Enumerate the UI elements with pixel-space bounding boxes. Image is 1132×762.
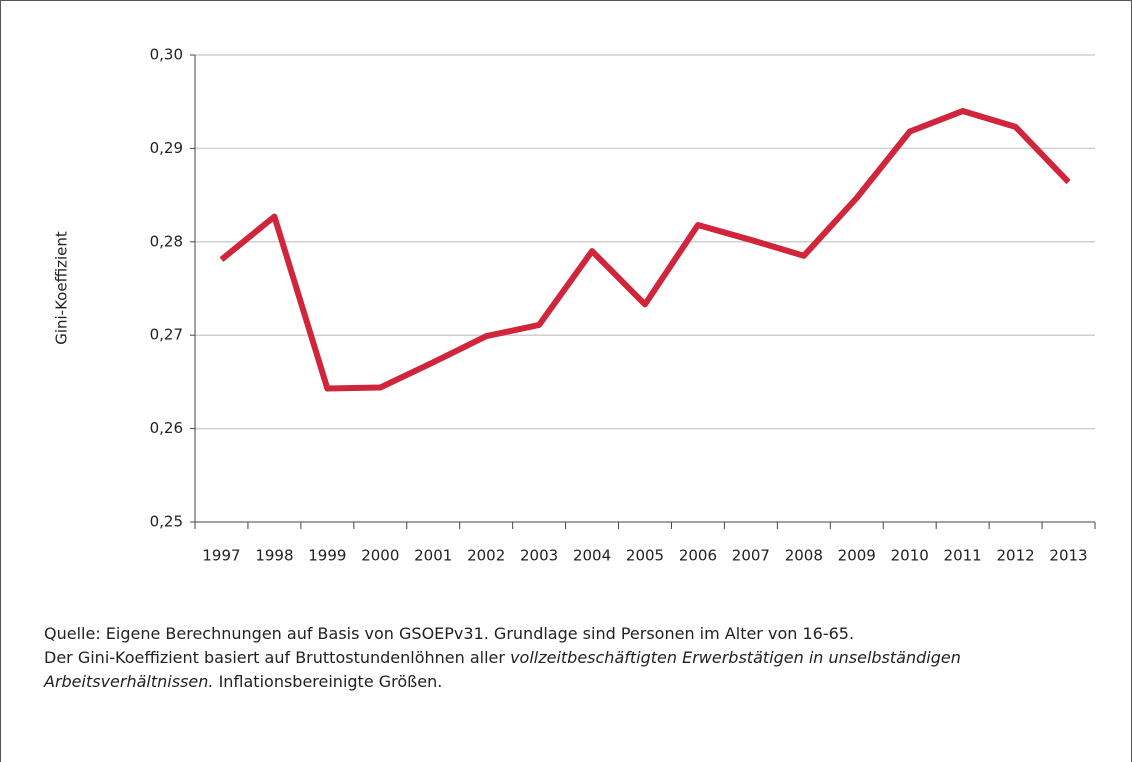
x-tick-label: 1997 bbox=[202, 547, 240, 565]
y-tick-label: 0,30 bbox=[150, 46, 183, 64]
x-tick-label: 2009 bbox=[838, 547, 876, 565]
x-tick-label: 2002 bbox=[467, 547, 505, 565]
x-tick-label: 2001 bbox=[414, 547, 452, 565]
x-tick-label: 2000 bbox=[361, 547, 399, 565]
x-tick-label: 2013 bbox=[1049, 547, 1087, 565]
footnote-line: Der Gini-Koeffizient basiert auf Bruttos… bbox=[44, 646, 1104, 694]
footnote: Quelle: Eigene Berechnungen auf Basis vo… bbox=[44, 622, 1104, 694]
footnote-line: Quelle: Eigene Berechnungen auf Basis vo… bbox=[44, 624, 855, 643]
y-tick-label: 0,29 bbox=[150, 139, 183, 157]
footnote-text: Der Gini-Koeffizient basiert auf Bruttos… bbox=[44, 648, 505, 667]
x-tick-label: 2005 bbox=[626, 547, 664, 565]
x-tick-label: 1999 bbox=[308, 547, 346, 565]
x-tick-label: 2011 bbox=[944, 547, 982, 565]
y-tick-label: 0,25 bbox=[150, 513, 183, 531]
footnote-text: Inflationsbereinigte Größen. bbox=[218, 672, 443, 691]
y-tick-label: 0,27 bbox=[150, 326, 183, 344]
footnote-italic: vollzeitbeschäftigten Erwerbstätigen in … bbox=[44, 648, 961, 691]
x-tick-label: 2006 bbox=[679, 547, 717, 565]
x-tick-label: 2012 bbox=[996, 547, 1034, 565]
x-tick-label: 2007 bbox=[732, 547, 770, 565]
y-tick-label: 0,26 bbox=[150, 419, 183, 437]
data-line bbox=[219, 108, 1071, 392]
x-tick-label: 2003 bbox=[520, 547, 558, 565]
x-tick-label: 2010 bbox=[891, 547, 929, 565]
x-tick-label: 2004 bbox=[573, 547, 611, 565]
y-tick-label: 0,28 bbox=[150, 232, 183, 250]
x-tick-label: 1998 bbox=[255, 547, 293, 565]
x-tick-label: 2008 bbox=[785, 547, 823, 565]
y-axis-label: Gini-Koeffizient bbox=[53, 231, 71, 345]
